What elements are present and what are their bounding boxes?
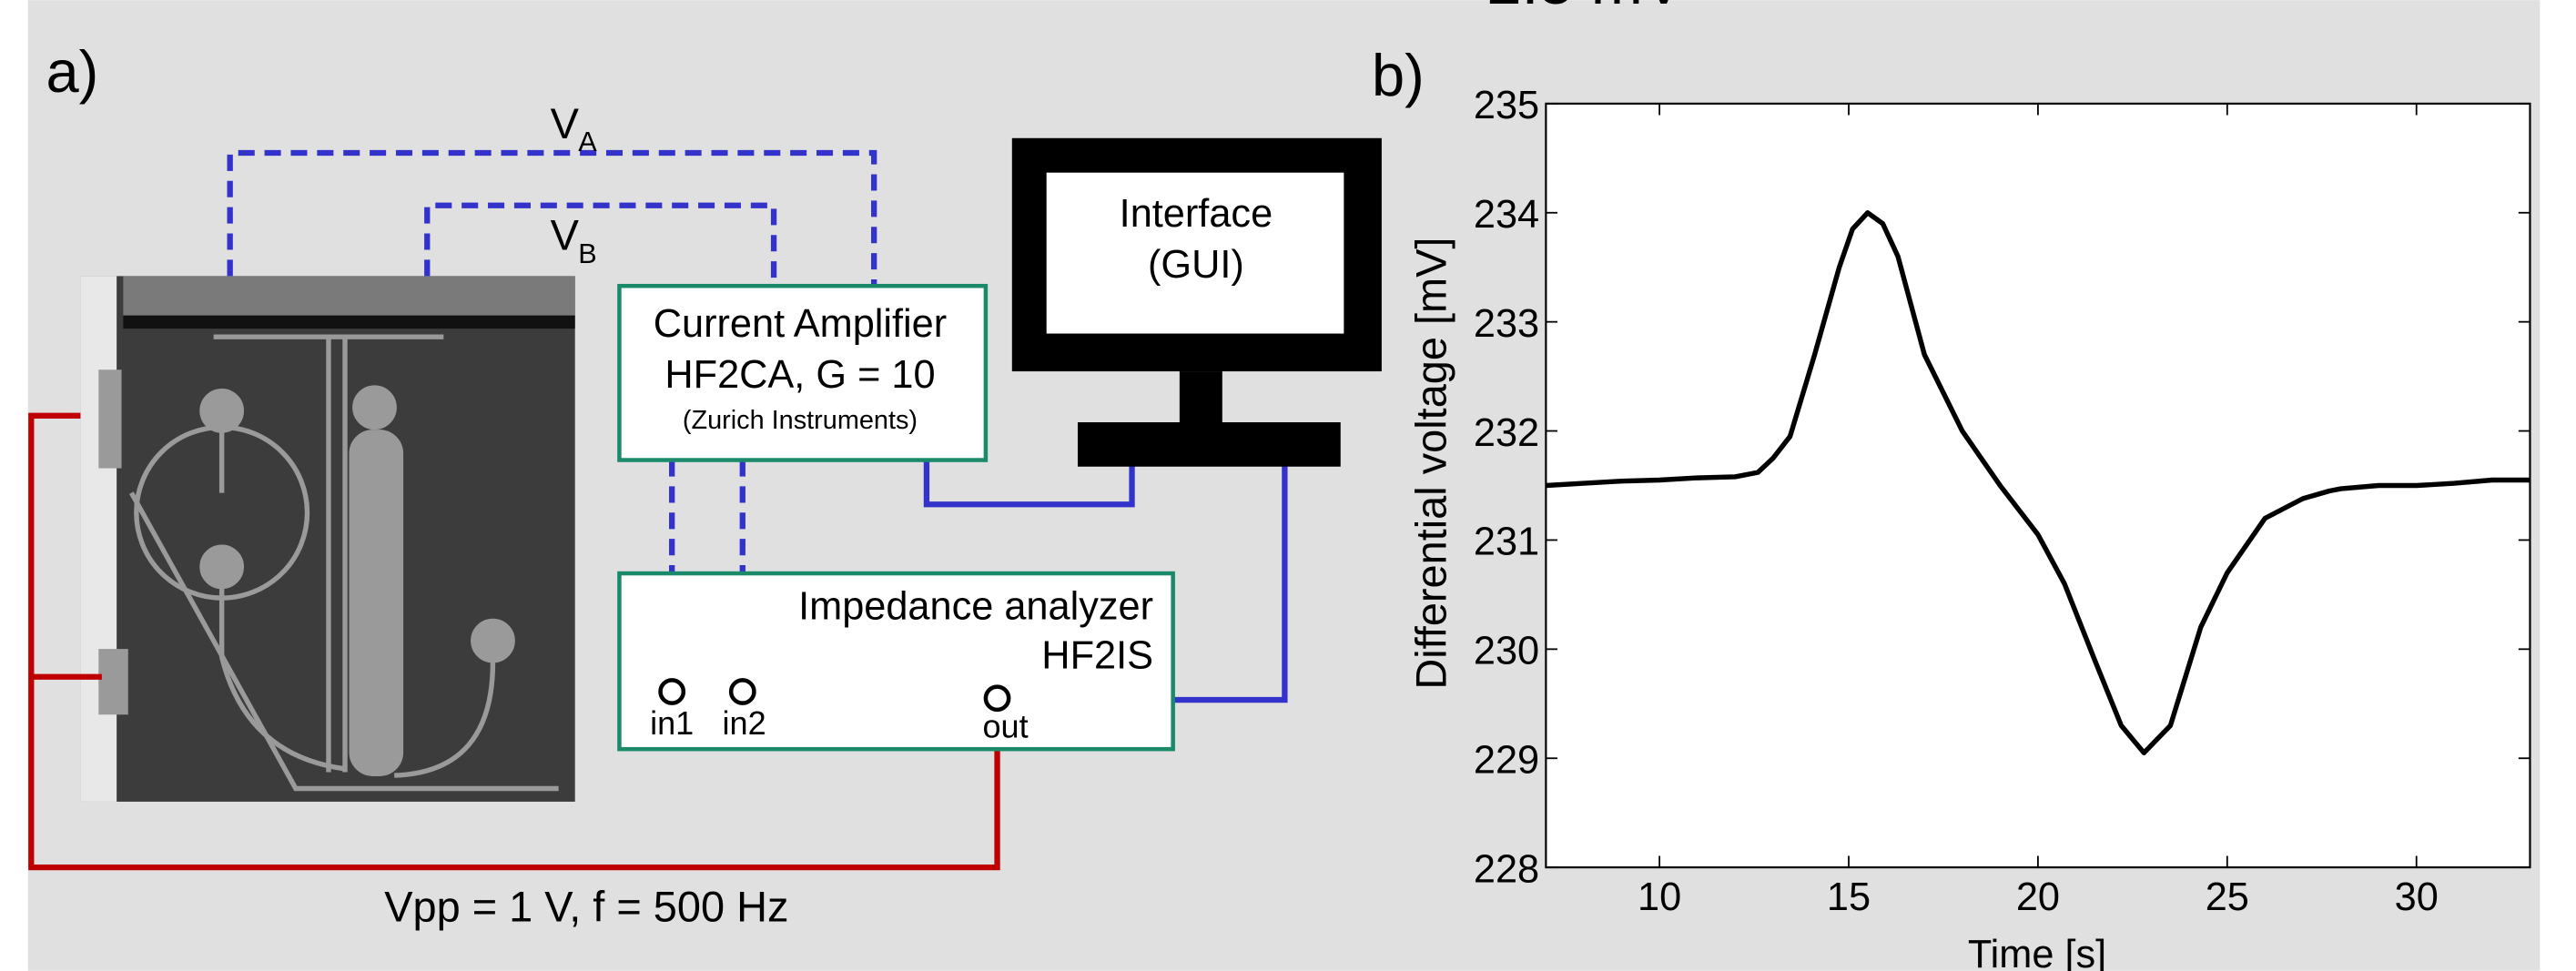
vb-label: V [551, 212, 580, 259]
chart: b) Time [s] Differential voltage [mV] 22… [1372, 42, 2531, 971]
interface-sub: (GUI) [1148, 243, 1244, 287]
x-tick-label: 20 [2016, 875, 2060, 919]
x-tick-label: 10 [1638, 875, 1681, 919]
va-subscript: A [578, 126, 597, 157]
analyzer-title: Impedance analyzer [798, 585, 1153, 629]
interface-title: Interface [1120, 192, 1273, 236]
amplifier-title: Current Amplifier [654, 302, 947, 346]
amplifier-box [617, 283, 989, 462]
data-line [1546, 210, 2530, 755]
vb-subscript: B [578, 238, 596, 269]
amplifier-model: HF2CA, G = 10 [664, 353, 935, 397]
panel-label: b) [1372, 42, 1425, 108]
solid-wires [923, 460, 1288, 703]
monitor [1011, 137, 1382, 467]
y-tick-label: 235 [1474, 84, 1539, 127]
analyzer-model: HF2IS [1041, 634, 1153, 678]
x-tick-label: 25 [2206, 875, 2249, 919]
va-label: V [551, 100, 580, 147]
panel-label: a) [46, 38, 99, 105]
y-tick-label: 234 [1474, 193, 1539, 237]
y-tick-label: 231 [1474, 521, 1539, 564]
connectors [658, 678, 1011, 713]
y-tick-label: 228 [1474, 847, 1539, 891]
x-tick-label: 15 [1827, 875, 1871, 919]
analyzer-box [617, 571, 1175, 752]
x-tick-label: 30 [2395, 875, 2439, 919]
amplifier-maker: (Zurich Instruments) [683, 406, 918, 435]
port-label: in1 [650, 704, 694, 742]
x-axis-label: Time [s] [1968, 933, 2106, 971]
y-axis-label: Differential voltage [mV] [1407, 238, 1455, 690]
port-label: out [982, 708, 1028, 745]
y-tick-label: 230 [1474, 630, 1539, 673]
y-tick-label: 232 [1474, 411, 1539, 455]
header-fragment: 2.5 mV [1486, 0, 1685, 17]
source-wire [28, 412, 1000, 871]
source-label: Vpp = 1 V, f = 500 Hz [384, 884, 788, 931]
y-tick-label: 233 [1474, 302, 1539, 346]
y-tick-label: 229 [1474, 738, 1539, 782]
chip-image [80, 276, 575, 802]
port-label: in2 [723, 704, 766, 742]
